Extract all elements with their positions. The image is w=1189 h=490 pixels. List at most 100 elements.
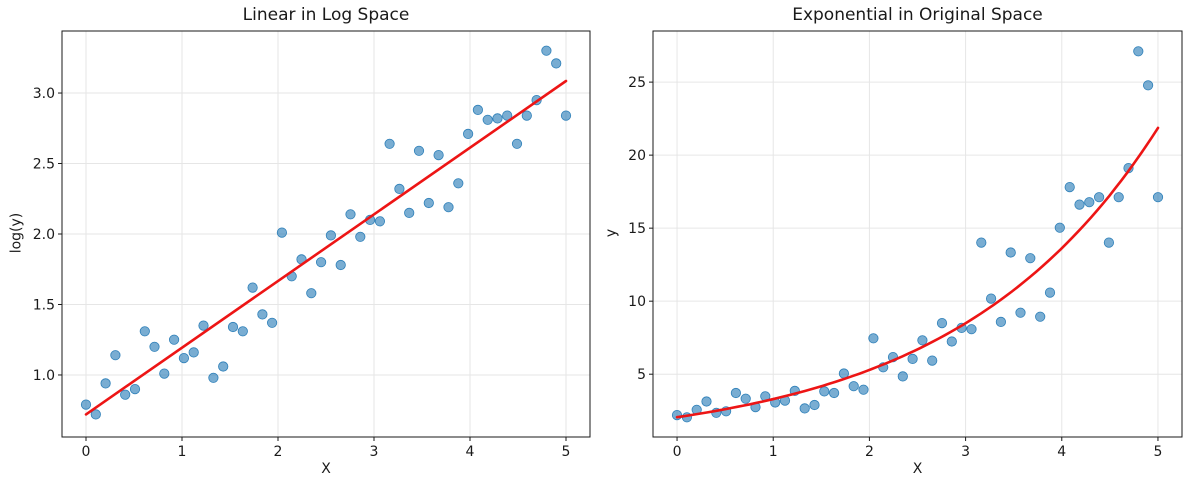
data-point bbox=[976, 237, 987, 248]
data-point bbox=[1025, 253, 1036, 264]
data-point bbox=[208, 372, 219, 383]
data-point bbox=[472, 104, 483, 116]
x-tick-label: 0 bbox=[673, 444, 682, 460]
left-xaxis-label: X bbox=[321, 461, 331, 477]
y-tick-label: 3.0 bbox=[33, 86, 55, 102]
data-point bbox=[100, 378, 111, 389]
original-space-chart: 0 1 2 3 4 5 5 10 15 20 25 bbox=[628, 30, 1183, 460]
data-point bbox=[462, 128, 474, 139]
data-point bbox=[345, 209, 356, 220]
data-point bbox=[374, 216, 385, 227]
data-point bbox=[936, 317, 948, 329]
y-tick-label: 2.0 bbox=[33, 227, 55, 243]
data-point bbox=[1113, 192, 1124, 203]
axis-ticks: 0 1 2 3 4 5 1.0 1.5 2.0 2.5 3.0 bbox=[33, 86, 571, 460]
data-point bbox=[169, 334, 180, 345]
data-point bbox=[551, 58, 562, 69]
y-tick-label: 1.0 bbox=[33, 368, 55, 384]
x-tick-label: 5 bbox=[562, 444, 571, 460]
exp-fit-curve bbox=[675, 126, 1160, 419]
x-tick-label: 2 bbox=[865, 444, 874, 460]
data-point bbox=[129, 383, 141, 395]
data-point bbox=[1133, 46, 1144, 57]
data-point bbox=[482, 114, 493, 125]
x-tick-label: 4 bbox=[466, 444, 475, 460]
data-point bbox=[188, 347, 199, 358]
data-point bbox=[521, 110, 532, 121]
data-point bbox=[227, 321, 239, 333]
data-point bbox=[541, 45, 552, 56]
data-point bbox=[139, 326, 150, 337]
data-point bbox=[1035, 311, 1046, 322]
data-point bbox=[917, 335, 928, 346]
data-point bbox=[809, 399, 820, 411]
data-point bbox=[799, 403, 810, 414]
data-point bbox=[730, 387, 742, 399]
data-point bbox=[858, 384, 869, 395]
data-point bbox=[266, 317, 278, 328]
data-point bbox=[966, 324, 977, 335]
right-chart-title: Exponential in Original Space bbox=[792, 5, 1043, 25]
data-point bbox=[985, 293, 997, 304]
y-tick-label: 25 bbox=[628, 75, 646, 91]
data-point bbox=[404, 207, 415, 218]
data-point bbox=[433, 150, 444, 161]
data-point bbox=[453, 178, 464, 189]
data-point bbox=[897, 371, 908, 382]
data-point bbox=[946, 336, 957, 347]
data-point bbox=[198, 320, 209, 331]
log-space-chart: 0 1 2 3 4 5 1.0 1.5 2.0 2.5 3.0 bbox=[33, 30, 591, 460]
data-point bbox=[995, 316, 1007, 327]
data-point bbox=[178, 352, 189, 364]
data-point bbox=[1044, 287, 1056, 298]
axes-background bbox=[653, 31, 1182, 437]
y-tick-label: 20 bbox=[628, 148, 646, 164]
data-point bbox=[1054, 222, 1065, 233]
x-tick-label: 0 bbox=[82, 444, 91, 460]
data-point bbox=[1103, 237, 1115, 248]
data-point bbox=[384, 138, 395, 149]
data-point bbox=[237, 326, 248, 337]
axes-frame bbox=[652, 30, 1183, 438]
data-point bbox=[443, 202, 454, 213]
data-point bbox=[394, 183, 405, 194]
data-point bbox=[828, 387, 840, 399]
data-point bbox=[1084, 197, 1095, 208]
data-point bbox=[120, 389, 131, 400]
data-point bbox=[740, 393, 751, 404]
left-yaxis-label: log(y) bbox=[8, 212, 25, 254]
data-point bbox=[560, 110, 572, 121]
data-point bbox=[927, 355, 938, 366]
y-tick-label: 2.5 bbox=[33, 157, 55, 173]
data-point bbox=[335, 259, 346, 271]
data-point bbox=[1094, 192, 1105, 203]
axis-ticks: 0 1 2 3 4 5 5 10 15 20 25 bbox=[628, 75, 1162, 460]
data-point bbox=[276, 227, 287, 238]
data-point bbox=[355, 231, 366, 242]
data-point bbox=[701, 396, 712, 407]
x-tick-label: 5 bbox=[1153, 444, 1162, 460]
data-point bbox=[1074, 199, 1085, 210]
data-point bbox=[907, 353, 918, 364]
data-point bbox=[159, 368, 170, 379]
y-tick-label: 5 bbox=[637, 367, 646, 383]
y-tick-label: 1.5 bbox=[33, 297, 55, 313]
data-point bbox=[1064, 182, 1075, 193]
linear-fit-line bbox=[84, 79, 568, 416]
data-point bbox=[90, 409, 101, 420]
data-point bbox=[325, 230, 336, 241]
data-point bbox=[257, 309, 268, 320]
x-tick-label: 1 bbox=[178, 444, 187, 460]
x-tick-label: 1 bbox=[769, 444, 778, 460]
data-point bbox=[149, 341, 160, 352]
data-point bbox=[218, 361, 229, 372]
data-point bbox=[306, 288, 317, 299]
data-point bbox=[110, 350, 121, 361]
data-point bbox=[247, 282, 258, 293]
x-tick-label: 2 bbox=[274, 444, 283, 460]
data-point bbox=[1005, 247, 1016, 258]
data-point bbox=[819, 386, 830, 397]
y-tick-label: 15 bbox=[628, 221, 646, 237]
